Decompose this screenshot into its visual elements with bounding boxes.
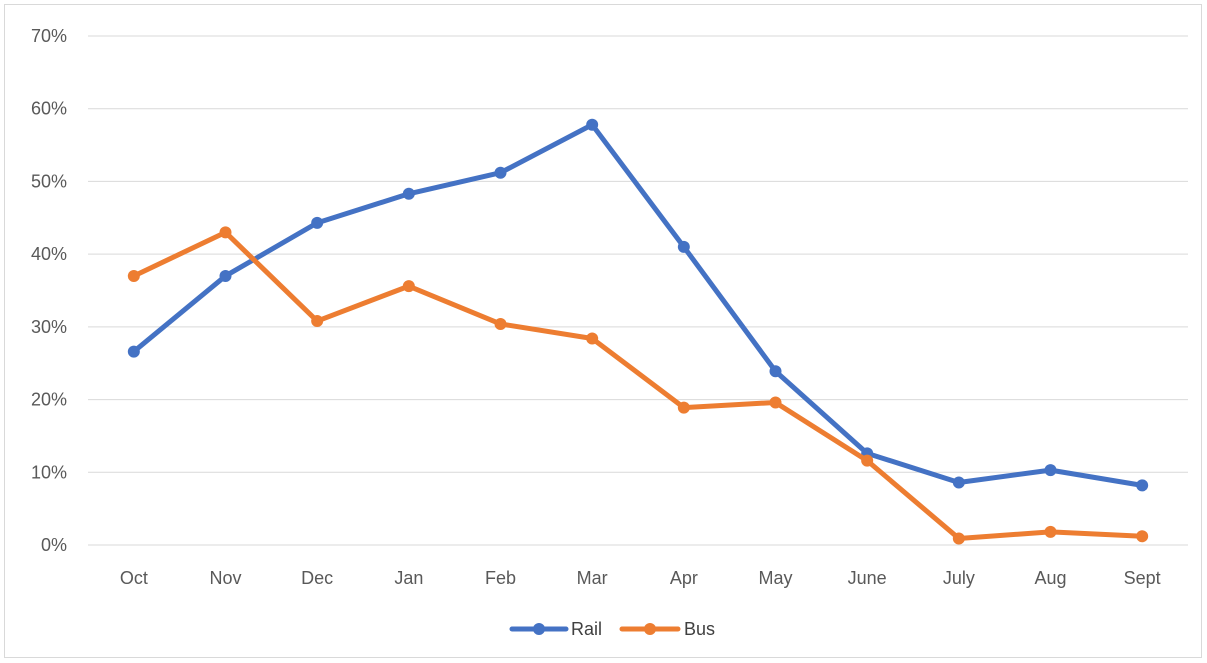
legend-item-bus: Bus <box>619 619 715 639</box>
y-axis-ticks: 0% 10% 20% 30% 40% 50% 60% 70% <box>31 26 67 555</box>
x-axis-ticks: Oct Nov Dec Jan Feb Mar Apr May June July Aug Sept <box>120 568 1161 588</box>
rail-point <box>311 216 324 229</box>
rail-point <box>219 269 232 282</box>
x-tick-label: Dec <box>301 568 333 588</box>
y-tick-label: 60% <box>31 99 67 119</box>
y-tick-label: 0% <box>41 535 67 555</box>
x-tick-label: May <box>758 568 792 588</box>
bus-point <box>494 317 507 330</box>
rail-point <box>402 187 415 200</box>
rail-point <box>494 166 507 179</box>
x-tick-label: Apr <box>670 568 698 588</box>
bus-point <box>769 396 782 409</box>
legend-swatch-marker <box>644 623 656 635</box>
bus-point <box>311 315 324 328</box>
x-tick-label: July <box>943 568 975 588</box>
bus-point <box>677 401 690 414</box>
rail-point <box>1136 479 1149 492</box>
bus-point <box>952 532 965 545</box>
y-tick-label: 30% <box>31 317 67 337</box>
x-tick-label: Mar <box>577 568 608 588</box>
bus-point <box>861 454 874 467</box>
x-tick-label: Aug <box>1034 568 1066 588</box>
rail-line <box>131 122 1145 488</box>
legend-item-rail: Rail <box>509 619 602 639</box>
series-bus <box>127 226 1149 545</box>
x-tick-label: June <box>848 568 887 588</box>
legend-swatch-marker <box>533 623 545 635</box>
rail-point <box>1044 464 1057 477</box>
x-tick-label: Nov <box>209 568 241 588</box>
bus-line <box>131 229 1145 541</box>
y-tick-label: 10% <box>31 462 67 482</box>
bus-point <box>1136 530 1149 543</box>
legend-label: Bus <box>684 619 715 639</box>
bus-point <box>1044 525 1057 538</box>
x-tick-label: Sept <box>1124 568 1161 588</box>
rail-point <box>952 476 965 489</box>
chart-frame <box>4 4 1202 658</box>
series-layer <box>127 118 1149 545</box>
x-tick-label: Feb <box>485 568 516 588</box>
gridlines <box>88 35 1188 546</box>
bus-point <box>219 226 232 239</box>
bus-point <box>586 332 599 345</box>
rail-point <box>769 365 782 378</box>
bus-point <box>127 269 140 282</box>
y-tick-label: 20% <box>31 390 67 410</box>
x-tick-label: Jan <box>394 568 423 588</box>
rail-point <box>677 240 690 253</box>
y-tick-label: 40% <box>31 244 67 264</box>
y-tick-label: 70% <box>31 26 67 46</box>
bus-point <box>402 280 415 293</box>
series-rail <box>127 118 1149 492</box>
x-tick-label: Oct <box>120 568 148 588</box>
legend-label: Rail <box>571 619 602 639</box>
legend: Rail Bus <box>509 619 715 639</box>
rail-point <box>586 118 599 131</box>
y-tick-label: 50% <box>31 171 67 191</box>
rail-point <box>127 345 140 358</box>
